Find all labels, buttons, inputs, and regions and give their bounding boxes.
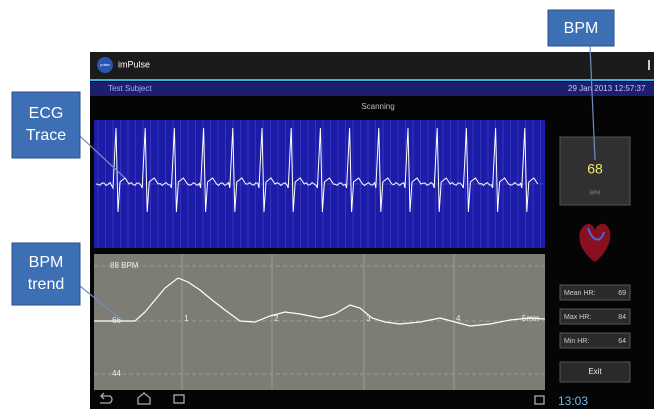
- trend-bottom-label: 44: [112, 369, 121, 378]
- trend-top-label: 88 BPM: [110, 261, 139, 270]
- action-bar: [90, 52, 654, 79]
- stat-value: 84: [618, 314, 626, 321]
- heart-icon: [579, 223, 611, 262]
- notification-icon: [534, 395, 545, 405]
- bpm-value: 68: [587, 161, 603, 177]
- stat-value: 64: [618, 338, 626, 345]
- callout-text: trend: [28, 276, 64, 293]
- callout-text: Trace: [26, 127, 66, 144]
- back-button[interactable]: [100, 392, 113, 404]
- callout-text: ECG: [29, 105, 64, 122]
- subject-bar: [90, 82, 654, 96]
- stat-label: Min HR:: [564, 338, 589, 345]
- datetime: 29 Jan 2013 12:57:37: [568, 84, 646, 93]
- home-button[interactable]: [137, 392, 151, 405]
- callout-box: [547, 9, 615, 47]
- recents-button[interactable]: [173, 394, 185, 404]
- exit-label[interactable]: Exit: [588, 367, 602, 376]
- time-label: 4: [456, 314, 461, 323]
- callout-box: [11, 91, 81, 159]
- stat-box: [559, 308, 631, 325]
- clock: 13:03: [558, 394, 588, 408]
- stat-label: Max HR:: [564, 314, 591, 321]
- trend-line: [94, 277, 546, 327]
- trend-panel: [94, 254, 545, 390]
- app-name: imPulse: [118, 59, 150, 69]
- exit-button[interactable]: [559, 361, 631, 383]
- ecg-callout: ECG Trace: [11, 91, 126, 179]
- time-label: 5min: [522, 314, 539, 323]
- bpm-unit: BPM: [590, 190, 601, 196]
- stat-value: 69: [618, 290, 626, 297]
- stat-label: Mean HR:: [564, 290, 596, 297]
- time-label: 2: [274, 314, 279, 323]
- overflow-menu[interactable]: [648, 60, 650, 70]
- callout-text: BPM: [29, 254, 64, 271]
- logo-text: pulse: [100, 62, 110, 67]
- stat-box: [559, 332, 631, 349]
- stat-box: [559, 284, 631, 301]
- app-logo: [97, 57, 113, 73]
- callout-text: BPM: [564, 20, 599, 37]
- trend-callout: BPM trend: [11, 242, 123, 321]
- callout-box: [11, 242, 81, 306]
- bpm-callout: BPM: [547, 9, 615, 161]
- status: Scanning: [361, 102, 394, 111]
- time-label: 3: [366, 314, 371, 323]
- subject: Test Subject: [108, 84, 152, 93]
- time-label: 1: [184, 314, 189, 323]
- divider: [90, 79, 654, 81]
- nav-bar: [100, 392, 545, 405]
- ecg-trace: [95, 127, 539, 213]
- trend-grid: [94, 254, 545, 390]
- trend-mid-label: 66: [112, 316, 121, 325]
